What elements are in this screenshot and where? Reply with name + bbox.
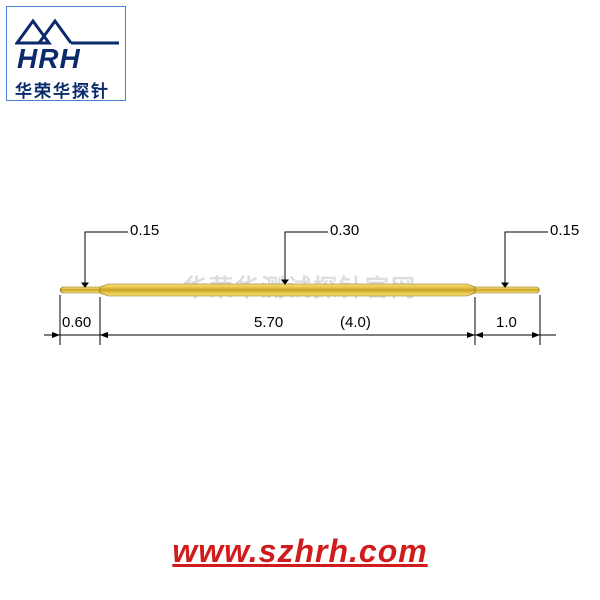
probe-pin	[60, 284, 540, 296]
extension-lines	[60, 295, 540, 345]
diameter-leaders	[82, 232, 548, 287]
dimension-drawing	[0, 0, 600, 600]
dim-body-diameter: 0.30	[330, 222, 359, 239]
dim-stroke: (4.0)	[340, 314, 371, 331]
dim-left-tip-diameter: 0.15	[130, 222, 159, 239]
dim-body-length: 5.70	[254, 314, 283, 331]
dim-right-tip-length: 1.0	[496, 314, 517, 331]
drawing-canvas: HRH 华荣华探针 华荣华测试探针官网	[0, 0, 600, 600]
website-url: www.szhrh.com	[0, 533, 600, 570]
dim-right-tip-diameter: 0.15	[550, 222, 579, 239]
dim-left-tip-length: 0.60	[62, 314, 91, 331]
